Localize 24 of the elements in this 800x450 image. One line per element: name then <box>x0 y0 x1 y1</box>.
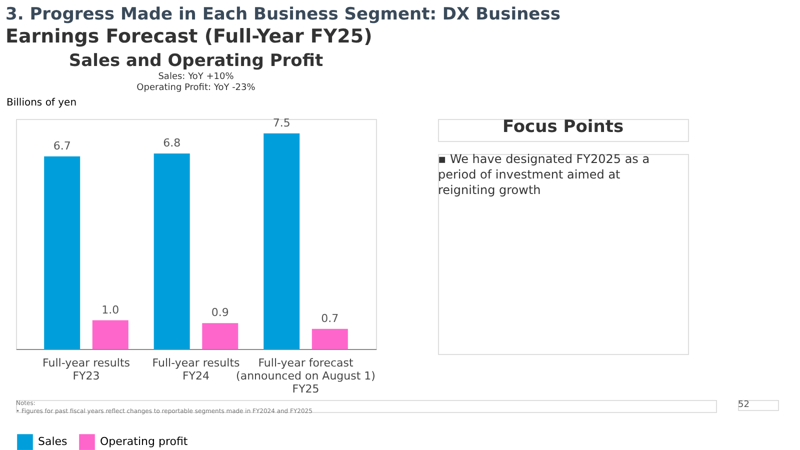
text: 52 <box>738 400 750 410</box>
bar <box>92 320 128 349</box>
text: Sales: YoY +10% <box>158 72 234 82</box>
text: Operating Profit: YoY -23% <box>136 83 256 93</box>
bar <box>264 133 300 349</box>
data-label: 0.7 <box>321 312 339 325</box>
bar <box>202 323 238 349</box>
data-label: 6.8 <box>163 136 181 150</box>
data-label: 7.5 <box>272 116 290 130</box>
chart-subtitle: Earnings Forecast (Full-Year FY25) <box>6 26 372 48</box>
data-label: 1.0 <box>102 303 120 316</box>
bar <box>154 154 190 349</box>
x-tick-label: Full-year results FY23 <box>42 356 130 382</box>
text: Sales and Operating Profit <box>68 51 324 71</box>
text: Focus Points <box>502 117 624 137</box>
data-label: 0.9 <box>211 306 229 320</box>
text: ▪ We have designated FY2025 as a period of investment aimed at reigniting growth <box>438 152 650 198</box>
y-axis-title: Billions of yen <box>6 98 77 108</box>
legend-label: Sales <box>38 435 68 448</box>
data-label: 6.7 <box>53 139 71 152</box>
legend-label: Operating profit <box>100 435 188 448</box>
bar <box>44 156 80 349</box>
bar <box>312 328 348 349</box>
chart-title: 3. Progress Made in Each Business Segment: DX Business <box>6 4 560 24</box>
